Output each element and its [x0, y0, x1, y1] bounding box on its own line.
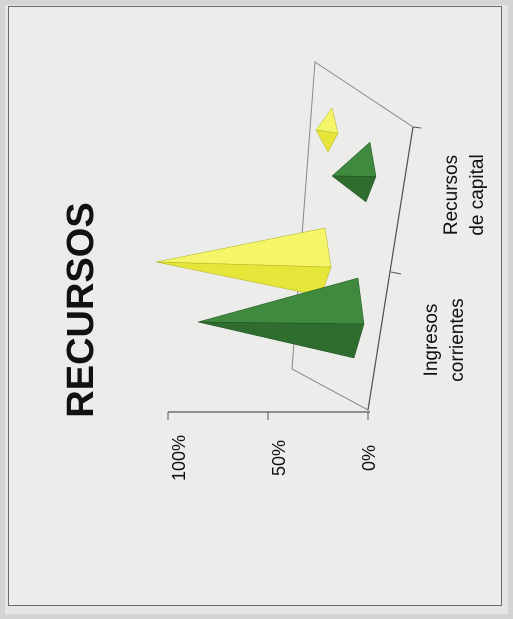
pyramid-face — [155, 227, 332, 268]
category-label-ingresos: Ingresos corrientes — [421, 298, 468, 381]
pyramid-face — [331, 175, 377, 203]
category-label-recursos: Recursos de capital — [441, 154, 488, 235]
pyramid-face — [315, 129, 339, 153]
y-tick-label: 100% — [169, 435, 189, 481]
chart-marks — [155, 107, 377, 359]
x-axis-tick — [390, 271, 402, 275]
y-tick-label: 50% — [269, 440, 289, 476]
x-axis-line — [367, 126, 414, 411]
category-label-line: de capital — [467, 154, 488, 235]
pyramid-face — [315, 107, 339, 134]
chart-border — [8, 6, 502, 606]
category-label-line: Recursos — [441, 155, 462, 235]
y-axis-ticks — [167, 412, 369, 420]
y-axis-tick-labels: 100% 50% 0% — [169, 435, 379, 481]
category-label-line: corrientes — [447, 298, 468, 381]
pyramid-face — [197, 321, 365, 359]
pyramid-face — [331, 141, 377, 177]
x-axis-tick — [412, 126, 422, 129]
y-tick-label: 0% — [359, 445, 379, 471]
chart-title: RECURSOS — [60, 202, 102, 417]
category-label-line: Ingresos — [421, 304, 442, 377]
pyramid-face — [155, 261, 332, 297]
